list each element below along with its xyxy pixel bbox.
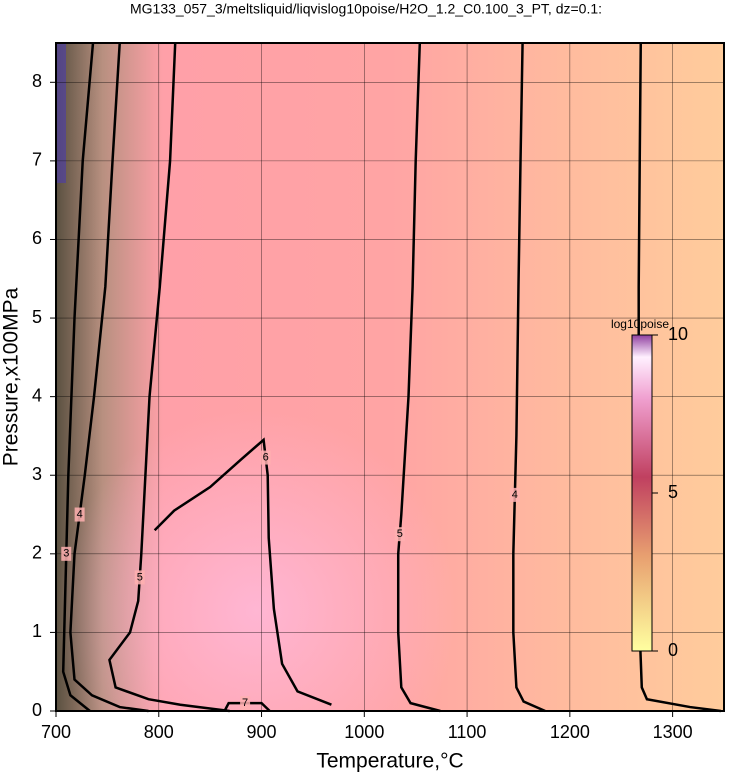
- contour-label: 5: [137, 571, 143, 583]
- contour-label-bg: [260, 450, 271, 465]
- x-tick-label: 700: [41, 722, 71, 742]
- colorbar-tick-label: 10: [668, 324, 688, 344]
- contour-label: 5: [397, 528, 403, 540]
- contour-label-bg: [509, 487, 520, 502]
- contour-label: 7: [242, 697, 248, 709]
- field-glow: [56, 43, 724, 711]
- contour-line: [153, 437, 332, 706]
- contour-label-bg: [61, 546, 72, 561]
- y-tick-label: 4: [32, 385, 42, 405]
- y-tick-label: 1: [32, 621, 42, 641]
- y-tick-label: 0: [32, 700, 42, 720]
- field-low: [56, 43, 66, 183]
- contour-line: [512, 42, 546, 713]
- y-tick-label: 6: [32, 228, 42, 248]
- contour-line: [69, 42, 149, 713]
- x-tick-label: 1000: [344, 722, 384, 742]
- y-tick-label: 5: [32, 307, 42, 327]
- contour-line: [108, 42, 230, 713]
- y-tick-label: 2: [32, 543, 42, 563]
- colorbar-label: log10poise: [611, 317, 669, 331]
- x-tick-label: 800: [144, 722, 174, 742]
- y-tick-label: 3: [32, 464, 42, 484]
- contour-label: 6: [263, 451, 269, 463]
- chart-title: MG133_057_3/meltsliquid/liqvislog10poise…: [130, 1, 602, 17]
- plot-frame: [55, 42, 725, 712]
- x-axis-label: Temperature,°C: [316, 750, 463, 773]
- contour-label-bg: [394, 527, 405, 542]
- contours: 34567543: [61, 42, 722, 713]
- x-tick-label: 1100: [448, 722, 487, 742]
- contour-label: 4: [77, 508, 83, 520]
- colorbar: [631, 334, 653, 652]
- x-tick-label: 1300: [653, 722, 693, 742]
- contour-label-bg: [74, 507, 85, 522]
- x-tick-label: 1200: [550, 722, 590, 742]
- y-tick-label: 7: [32, 150, 42, 170]
- colorbar-tick-label: 5: [668, 482, 678, 502]
- x-tick-label: 900: [247, 722, 277, 742]
- contour-label-bg: [134, 570, 145, 585]
- y-tick-label: 8: [32, 71, 42, 91]
- contour-label: 4: [512, 489, 518, 501]
- y-axis-label: Pressure,x100MPa: [0, 287, 23, 466]
- colorbar-tick-label: 0: [668, 640, 678, 660]
- contour-label: 3: [63, 548, 69, 560]
- contour-label-bg: [240, 696, 251, 711]
